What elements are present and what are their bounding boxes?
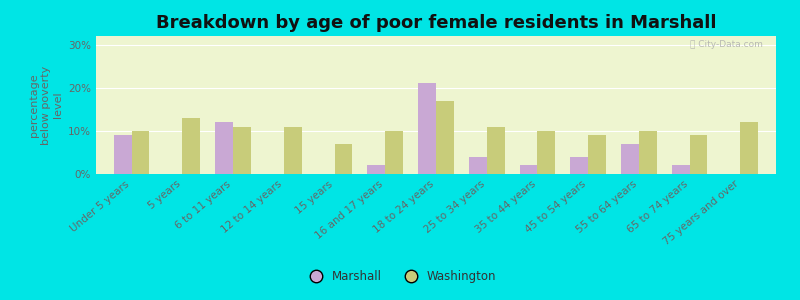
Bar [182, 118, 200, 174]
Bar [741, 122, 758, 174]
Bar [622, 144, 639, 174]
Bar [284, 127, 302, 174]
Bar [469, 157, 486, 174]
Bar [538, 131, 555, 174]
Bar [588, 135, 606, 174]
Y-axis label: percentage
below poverty
level: percentage below poverty level [30, 65, 62, 145]
Bar [639, 131, 657, 174]
Bar [215, 122, 233, 174]
Title: Breakdown by age of poor female residents in Marshall: Breakdown by age of poor female resident… [156, 14, 716, 32]
Bar [436, 101, 454, 174]
Bar [131, 131, 150, 174]
Legend: Marshall, Washington: Marshall, Washington [299, 266, 501, 288]
Bar [486, 127, 505, 174]
Bar [114, 135, 131, 174]
Bar [233, 127, 250, 174]
Bar [334, 144, 352, 174]
Bar [570, 157, 588, 174]
Bar [672, 165, 690, 174]
Bar [367, 165, 386, 174]
Bar [418, 83, 436, 174]
Text: Ⓢ City-Data.com: Ⓢ City-Data.com [690, 40, 762, 49]
Bar [690, 135, 707, 174]
Bar [386, 131, 403, 174]
Bar [520, 165, 538, 174]
